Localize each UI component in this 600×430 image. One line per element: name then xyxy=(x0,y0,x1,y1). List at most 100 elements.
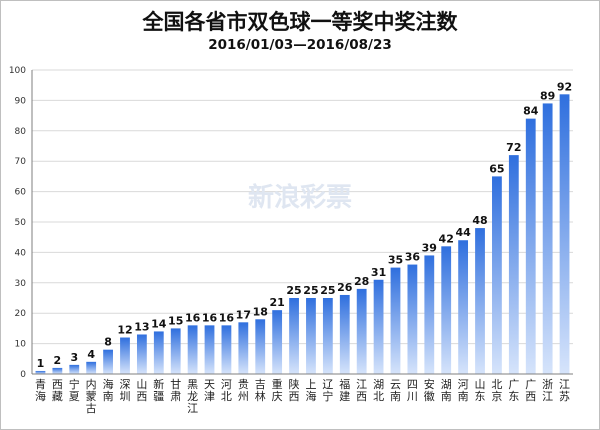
data-label: 84 xyxy=(523,105,539,118)
category-label: 陕西 xyxy=(289,377,300,403)
bar xyxy=(86,361,97,374)
category-label: 内蒙古 xyxy=(86,377,97,415)
data-label: 4 xyxy=(87,348,95,361)
category-label: 江西 xyxy=(356,378,367,403)
bars xyxy=(35,94,570,374)
category-label: 青海 xyxy=(35,378,46,403)
bar xyxy=(170,328,181,374)
category-label: 新疆 xyxy=(153,377,164,403)
bar xyxy=(559,94,570,374)
bar xyxy=(306,298,316,374)
data-label: 3 xyxy=(70,351,78,364)
category-label: 贵州 xyxy=(238,378,249,403)
bar xyxy=(458,240,469,374)
data-label: 21 xyxy=(269,296,284,309)
bar xyxy=(424,255,435,374)
category-label: 广东 xyxy=(508,378,519,403)
category-label: 海南 xyxy=(103,377,114,403)
bar xyxy=(339,294,350,374)
category-label: 河北 xyxy=(221,378,232,403)
bar xyxy=(542,103,553,374)
bar xyxy=(238,322,249,374)
y-tick-label: 100 xyxy=(9,66,26,76)
bar xyxy=(322,298,333,374)
y-tick-label: 60 xyxy=(15,188,27,198)
bar xyxy=(136,334,147,374)
category-label: 天津 xyxy=(204,378,215,403)
data-label: 14 xyxy=(151,317,167,330)
data-label: 48 xyxy=(472,214,487,227)
data-label: 36 xyxy=(405,251,421,264)
category-label: 安徽 xyxy=(424,377,435,403)
data-label: 44 xyxy=(455,226,471,239)
watermark-text: 新浪彩票 xyxy=(248,182,352,213)
y-tick-label: 10 xyxy=(15,340,27,350)
data-label: 8 xyxy=(104,336,112,349)
data-label: 25 xyxy=(286,284,301,297)
bar xyxy=(35,370,46,374)
bar xyxy=(255,319,266,374)
data-label: 18 xyxy=(253,305,268,318)
category-label: 上海 xyxy=(305,378,316,403)
data-label: 1 xyxy=(37,357,45,370)
category-label: 福建 xyxy=(339,377,350,403)
category-labels: 青海西藏宁夏内蒙古海南深圳山西新疆甘肃黑龙江天津河北贵州吉林重庆陕西上海辽宁福建… xyxy=(35,377,570,415)
data-label: 26 xyxy=(337,281,353,294)
data-label: 65 xyxy=(489,162,504,175)
y-tick-label: 80 xyxy=(15,127,27,137)
bar xyxy=(441,246,452,374)
data-label: 28 xyxy=(354,275,369,288)
data-label: 42 xyxy=(439,232,454,245)
category-label: 湖北 xyxy=(373,378,384,403)
category-label: 辽宁 xyxy=(322,378,333,403)
bar xyxy=(187,325,198,374)
category-label: 湖南 xyxy=(441,378,452,403)
category-label: 重庆 xyxy=(272,377,283,403)
category-label: 四川 xyxy=(407,378,418,403)
data-label: 16 xyxy=(185,311,201,324)
bar xyxy=(103,349,113,374)
category-label: 甘肃 xyxy=(170,378,181,403)
data-label: 39 xyxy=(422,241,437,254)
data-label: 92 xyxy=(557,80,572,93)
category-label: 吉林 xyxy=(255,378,266,403)
chart-title: 全国各省市双色球一等奖中奖注数 xyxy=(142,10,458,34)
category-label: 江苏 xyxy=(559,378,570,403)
data-label: 31 xyxy=(371,266,386,279)
data-label: 16 xyxy=(219,311,235,324)
y-tick-label: 40 xyxy=(15,248,27,258)
category-label: 西藏 xyxy=(52,378,63,403)
bar xyxy=(272,310,283,374)
data-label: 16 xyxy=(202,311,218,324)
bar xyxy=(492,176,502,374)
category-label: 浙江 xyxy=(542,378,553,403)
bar xyxy=(508,155,519,374)
category-label: 深圳 xyxy=(119,378,130,403)
category-label: 北京 xyxy=(491,378,502,403)
data-label: 12 xyxy=(117,324,132,337)
bar xyxy=(407,264,418,374)
bar xyxy=(356,288,367,374)
category-label: 黑龙江 xyxy=(187,378,198,415)
bar xyxy=(390,267,401,374)
category-label: 云南 xyxy=(390,378,401,403)
bar xyxy=(204,325,215,374)
data-label: 15 xyxy=(168,314,183,327)
y-axis-ticks: 0 10 20 30 40 50 60 70 80 90 100 xyxy=(9,66,26,380)
bar xyxy=(373,279,384,374)
bar xyxy=(221,325,232,374)
data-label: 13 xyxy=(134,320,149,333)
bar xyxy=(475,228,485,374)
data-label: 2 xyxy=(54,354,62,367)
data-label: 89 xyxy=(540,89,555,102)
category-label: 河南 xyxy=(458,378,469,403)
y-tick-label: 20 xyxy=(15,309,27,319)
data-label: 17 xyxy=(236,308,251,321)
data-label: 35 xyxy=(388,254,403,267)
data-label: 25 xyxy=(320,284,335,297)
data-label: 72 xyxy=(506,141,521,154)
category-label: 宁夏 xyxy=(69,377,80,403)
y-tick-label: 30 xyxy=(15,279,27,289)
